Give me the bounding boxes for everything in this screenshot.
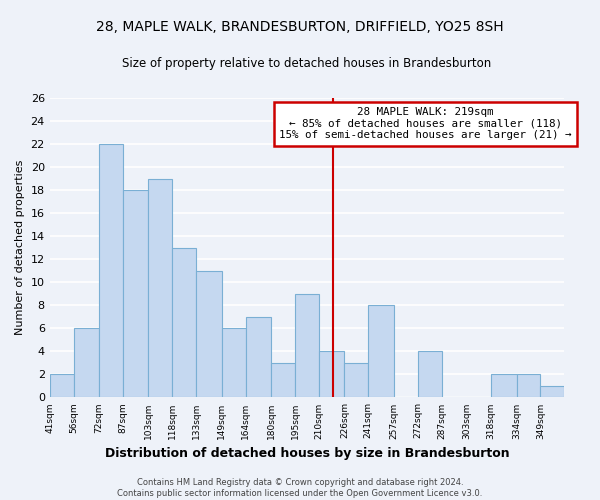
Text: 28, MAPLE WALK, BRANDESBURTON, DRIFFIELD, YO25 8SH: 28, MAPLE WALK, BRANDESBURTON, DRIFFIELD… <box>96 20 504 34</box>
Bar <box>148 178 172 398</box>
Bar <box>172 248 196 398</box>
Bar <box>295 294 319 398</box>
Title: Size of property relative to detached houses in Brandesburton: Size of property relative to detached ho… <box>122 58 491 70</box>
Bar <box>319 352 344 398</box>
Bar <box>123 190 148 398</box>
Bar <box>245 317 271 398</box>
Bar <box>368 306 394 398</box>
Bar <box>99 144 123 398</box>
Y-axis label: Number of detached properties: Number of detached properties <box>15 160 25 336</box>
Bar <box>517 374 541 398</box>
Bar <box>50 374 74 398</box>
Bar <box>418 352 442 398</box>
Bar <box>196 271 222 398</box>
Text: Contains HM Land Registry data © Crown copyright and database right 2024.
Contai: Contains HM Land Registry data © Crown c… <box>118 478 482 498</box>
X-axis label: Distribution of detached houses by size in Brandesburton: Distribution of detached houses by size … <box>104 447 509 460</box>
Bar <box>541 386 565 398</box>
Bar <box>271 363 295 398</box>
Bar <box>74 328 99 398</box>
Text: 28 MAPLE WALK: 219sqm
← 85% of detached houses are smaller (118)
15% of semi-det: 28 MAPLE WALK: 219sqm ← 85% of detached … <box>279 107 572 140</box>
Bar <box>491 374 517 398</box>
Bar <box>222 328 245 398</box>
Bar <box>344 363 368 398</box>
